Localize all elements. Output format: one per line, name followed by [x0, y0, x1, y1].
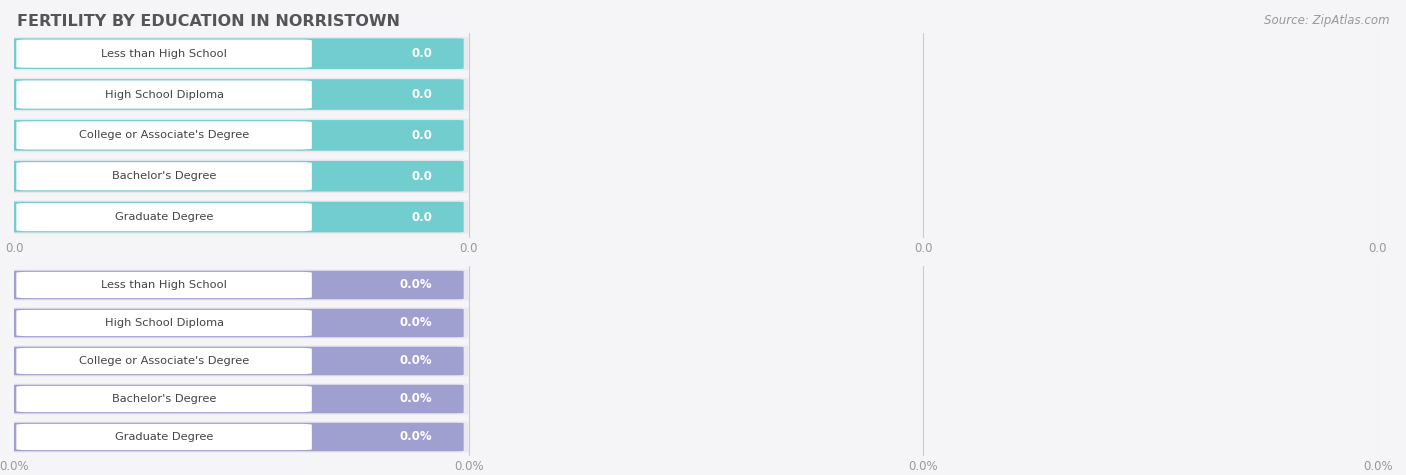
FancyBboxPatch shape — [17, 39, 312, 68]
FancyBboxPatch shape — [6, 421, 468, 453]
Text: High School Diploma: High School Diploma — [104, 89, 224, 100]
Text: Less than High School: Less than High School — [101, 280, 226, 290]
Text: 0.0%: 0.0% — [399, 316, 432, 330]
Text: 0.0: 0.0 — [412, 170, 432, 183]
FancyBboxPatch shape — [17, 348, 312, 374]
FancyBboxPatch shape — [17, 121, 312, 150]
Text: 0.0%: 0.0% — [399, 430, 432, 444]
FancyBboxPatch shape — [6, 78, 468, 111]
FancyBboxPatch shape — [8, 120, 464, 151]
FancyBboxPatch shape — [8, 309, 464, 337]
Text: FERTILITY BY EDUCATION IN NORRISTOWN: FERTILITY BY EDUCATION IN NORRISTOWN — [17, 14, 399, 29]
Text: Source: ZipAtlas.com: Source: ZipAtlas.com — [1264, 14, 1389, 27]
FancyBboxPatch shape — [6, 200, 468, 234]
Text: 0.0: 0.0 — [412, 129, 432, 142]
FancyBboxPatch shape — [8, 202, 464, 232]
FancyBboxPatch shape — [8, 347, 464, 375]
Text: 0.0: 0.0 — [412, 88, 432, 101]
Text: 0.0%: 0.0% — [399, 354, 432, 368]
Text: 0.0%: 0.0% — [399, 278, 432, 292]
FancyBboxPatch shape — [6, 345, 468, 377]
Text: Bachelor's Degree: Bachelor's Degree — [112, 171, 217, 181]
Text: 0.0%: 0.0% — [399, 392, 432, 406]
Text: Bachelor's Degree: Bachelor's Degree — [112, 394, 217, 404]
FancyBboxPatch shape — [8, 271, 464, 299]
FancyBboxPatch shape — [6, 307, 468, 339]
FancyBboxPatch shape — [17, 424, 312, 450]
FancyBboxPatch shape — [6, 160, 468, 193]
FancyBboxPatch shape — [17, 272, 312, 298]
FancyBboxPatch shape — [8, 79, 464, 110]
FancyBboxPatch shape — [17, 203, 312, 231]
Text: 0.0: 0.0 — [412, 47, 432, 60]
FancyBboxPatch shape — [8, 385, 464, 413]
FancyBboxPatch shape — [6, 269, 468, 301]
FancyBboxPatch shape — [6, 37, 468, 70]
Text: Graduate Degree: Graduate Degree — [115, 432, 214, 442]
FancyBboxPatch shape — [17, 310, 312, 336]
Text: College or Associate's Degree: College or Associate's Degree — [79, 130, 249, 141]
FancyBboxPatch shape — [8, 423, 464, 451]
Text: 0.0: 0.0 — [412, 210, 432, 224]
Text: High School Diploma: High School Diploma — [104, 318, 224, 328]
FancyBboxPatch shape — [17, 80, 312, 109]
Text: College or Associate's Degree: College or Associate's Degree — [79, 356, 249, 366]
Text: Less than High School: Less than High School — [101, 48, 226, 59]
FancyBboxPatch shape — [17, 386, 312, 412]
FancyBboxPatch shape — [8, 38, 464, 69]
Text: Graduate Degree: Graduate Degree — [115, 212, 214, 222]
FancyBboxPatch shape — [6, 383, 468, 415]
FancyBboxPatch shape — [17, 162, 312, 190]
FancyBboxPatch shape — [8, 161, 464, 191]
FancyBboxPatch shape — [6, 119, 468, 152]
